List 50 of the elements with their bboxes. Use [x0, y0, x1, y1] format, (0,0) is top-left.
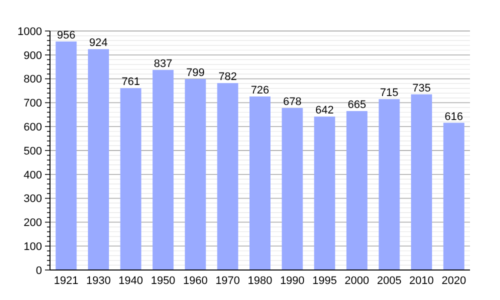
- y-tick-label: 900: [24, 50, 42, 62]
- x-tick-label: 2020: [442, 275, 466, 287]
- data-label: 726: [250, 84, 270, 96]
- x-tick-label: 2000: [344, 275, 370, 287]
- x-tick-label: 1950: [150, 275, 176, 287]
- x-tick-label: 2005: [376, 275, 402, 287]
- data-label: 956: [56, 30, 76, 42]
- data-label: 799: [186, 67, 205, 80]
- data-label: 616: [444, 110, 464, 123]
- y-tick-label: 600: [24, 121, 42, 134]
- data-label: 735: [412, 82, 431, 94]
- x-tick-label: 1921: [54, 275, 78, 287]
- x-tick-label: 1930: [86, 275, 111, 287]
- data-label: 837: [154, 58, 172, 70]
- y-tick-label: 700: [24, 98, 42, 110]
- bar: [282, 108, 303, 270]
- bar: [250, 96, 270, 270]
- y-tick-label: 300: [24, 193, 42, 206]
- bar: [314, 116, 336, 270]
- bar: [184, 79, 206, 270]
- bar: [88, 49, 109, 270]
- x-tick-label: 1960: [183, 275, 208, 287]
- y-tick-label: 400: [24, 169, 42, 182]
- bar: [443, 122, 464, 270]
- bar: [346, 111, 368, 270]
- bar: [378, 99, 400, 270]
- y-tick-label: 200: [24, 217, 42, 230]
- data-label: 715: [380, 87, 398, 100]
- x-tick-label: 1990: [280, 275, 305, 287]
- x-tick-label: 2010: [409, 275, 434, 287]
- y-tick-label: 1000: [18, 26, 42, 38]
- bar: [56, 42, 77, 270]
- data-label: 924: [89, 37, 108, 50]
- x-tick-label: 1940: [118, 275, 144, 287]
- bar: [120, 88, 142, 270]
- x-tick-label: 1970: [215, 275, 240, 287]
- data-label: 665: [348, 99, 366, 112]
- y-tick-label: 800: [24, 74, 42, 86]
- y-tick-label: 100: [24, 240, 42, 253]
- bar: [217, 83, 238, 270]
- x-tick-label: 1995: [312, 275, 337, 287]
- data-label: 761: [122, 76, 140, 88]
- y-tick-label: 500: [24, 145, 42, 158]
- data-label: 782: [218, 71, 237, 84]
- bar: [152, 70, 174, 270]
- data-label: 678: [283, 96, 302, 108]
- y-tick-label: 0: [36, 264, 42, 277]
- bar: [411, 94, 432, 270]
- x-tick-label: 1980: [248, 275, 272, 287]
- data-label: 642: [315, 104, 334, 117]
